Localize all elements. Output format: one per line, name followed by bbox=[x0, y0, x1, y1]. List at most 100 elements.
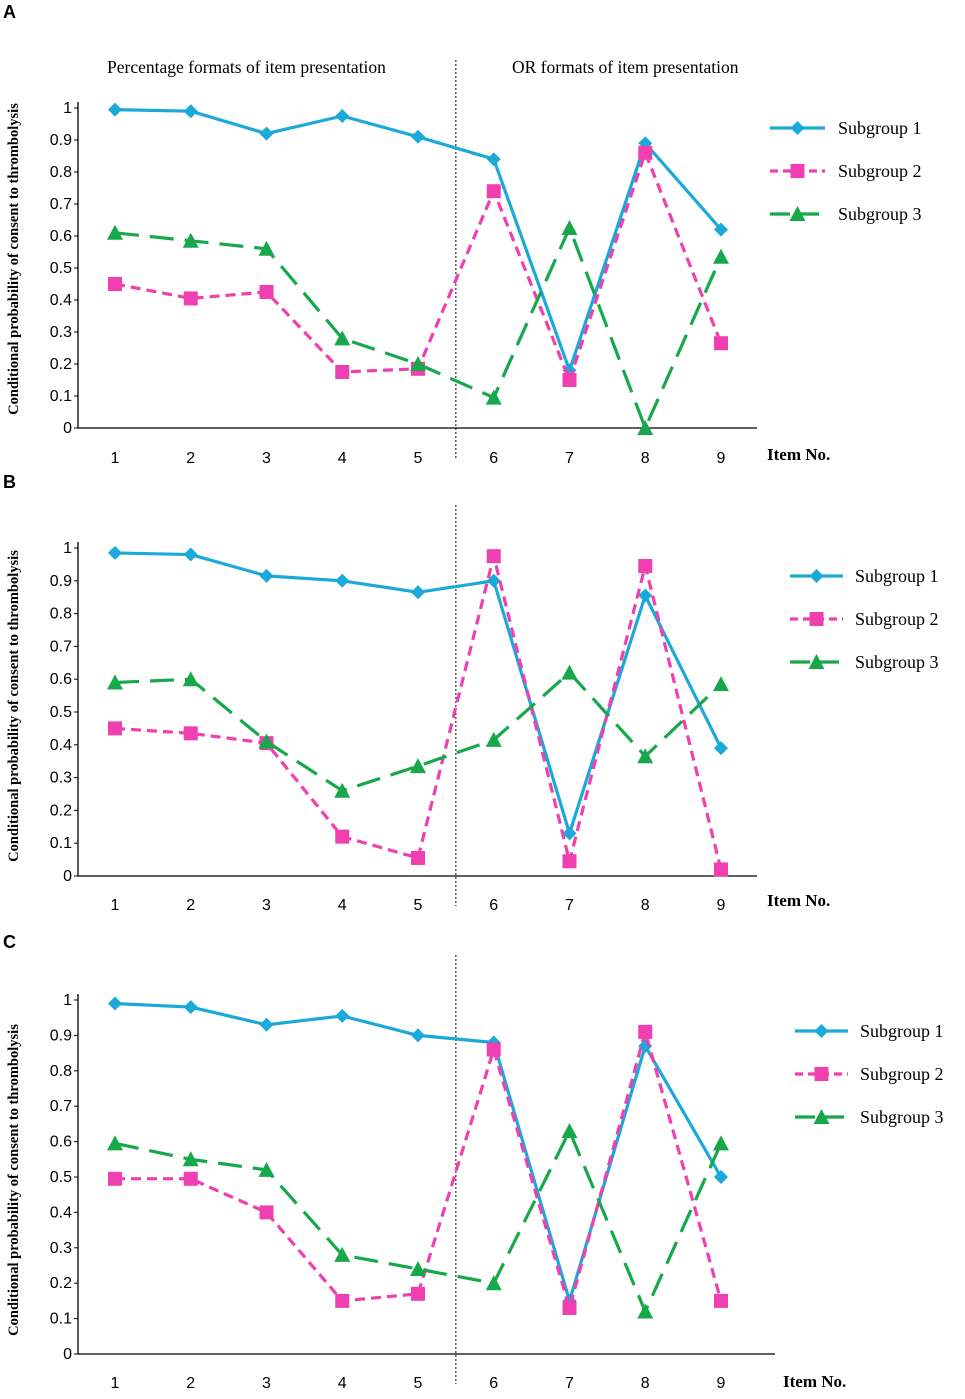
data-point bbox=[108, 545, 122, 560]
data-point bbox=[259, 1017, 274, 1032]
x-tick-label: 2 bbox=[186, 1375, 195, 1392]
x-tick-label: 7 bbox=[565, 897, 574, 914]
y-tick-label: 0.6 bbox=[50, 1134, 72, 1151]
data-point bbox=[714, 1293, 728, 1308]
legend-marker bbox=[813, 1109, 830, 1124]
y-tick-label: 0.1 bbox=[50, 835, 72, 852]
data-point bbox=[561, 1122, 578, 1138]
data-point bbox=[638, 1024, 653, 1039]
legend-item: Subgroup 3 bbox=[790, 652, 939, 672]
data-point bbox=[561, 664, 578, 680]
data-point bbox=[335, 829, 350, 844]
legend: Subgroup 1 Subgroup 2 Subgroup 3 bbox=[790, 566, 939, 672]
data-point bbox=[637, 748, 654, 764]
series-line bbox=[114, 554, 723, 870]
data-point bbox=[411, 585, 425, 600]
x-tick-label: 6 bbox=[489, 450, 498, 467]
y-tick-label: 0.4 bbox=[50, 1204, 72, 1221]
y-tick-label: 1 bbox=[63, 100, 72, 117]
legend-item: Subgroup 1 bbox=[770, 118, 922, 138]
series-subgroup-3 bbox=[107, 664, 729, 798]
data-point bbox=[638, 588, 653, 603]
data-point bbox=[183, 104, 198, 119]
legend-label: Subgroup 2 bbox=[860, 1064, 944, 1084]
data-point bbox=[259, 1205, 274, 1220]
data-point bbox=[485, 731, 502, 747]
data-point bbox=[183, 1171, 198, 1186]
x-tick-label: 2 bbox=[186, 450, 195, 467]
data-point bbox=[108, 721, 122, 736]
x-tick-label: 7 bbox=[565, 1375, 574, 1392]
y-tick-label: 0.1 bbox=[50, 388, 72, 405]
legend-item: Subgroup 2 bbox=[770, 161, 922, 181]
data-point bbox=[486, 549, 501, 564]
x-tick-label: 1 bbox=[111, 1375, 120, 1392]
data-point bbox=[411, 1286, 425, 1301]
legend-label: Subgroup 3 bbox=[860, 1107, 944, 1127]
legend-marker bbox=[809, 569, 824, 583]
y-tick-label: 0.4 bbox=[50, 292, 72, 309]
y-tick-label: 0.2 bbox=[50, 1275, 72, 1292]
data-point bbox=[714, 862, 728, 877]
x-tick-label: 4 bbox=[338, 1375, 347, 1392]
panel-label: A bbox=[3, 2, 16, 22]
data-point bbox=[334, 782, 351, 798]
y-tick-label: 0 bbox=[63, 868, 72, 885]
data-point bbox=[258, 1161, 275, 1177]
legend-item: Subgroup 2 bbox=[795, 1064, 944, 1084]
series-subgroup-2 bbox=[108, 549, 728, 877]
x-tick-label: 6 bbox=[489, 897, 498, 914]
panel-label: B bbox=[3, 472, 16, 492]
y-tick-label: 0 bbox=[63, 420, 72, 437]
x-tick-label: 4 bbox=[338, 897, 347, 914]
legend-marker bbox=[814, 1067, 829, 1081]
data-point bbox=[714, 741, 728, 756]
panel-a: A Conditional probability of consent to t… bbox=[3, 2, 922, 467]
y-tick-label: 0.6 bbox=[50, 671, 72, 688]
data-point bbox=[562, 1300, 577, 1315]
data-point bbox=[411, 850, 425, 865]
legend-marker bbox=[789, 206, 806, 221]
x-tick-label: 9 bbox=[717, 897, 726, 914]
y-tick-label: 0.9 bbox=[50, 132, 72, 149]
data-point bbox=[107, 1135, 123, 1151]
x-tick-label: 4 bbox=[338, 450, 347, 467]
series-line bbox=[114, 1129, 723, 1314]
data-point bbox=[182, 232, 199, 248]
legend-marker bbox=[808, 654, 825, 669]
series-line bbox=[115, 1030, 723, 1310]
data-point bbox=[486, 1042, 501, 1057]
panel-c: C Conditional probability of consent to t… bbox=[3, 932, 944, 1392]
data-point bbox=[411, 1028, 425, 1043]
data-point bbox=[486, 152, 501, 167]
data-point bbox=[334, 330, 351, 346]
y-tick-label: 0.1 bbox=[50, 1311, 72, 1328]
series-subgroup-1 bbox=[108, 545, 728, 841]
y-tick-label: 0.5 bbox=[50, 260, 72, 277]
data-point bbox=[562, 826, 577, 841]
data-point bbox=[108, 102, 122, 117]
data-point bbox=[108, 1171, 122, 1186]
legend-item: Subgroup 2 bbox=[790, 609, 939, 629]
data-point bbox=[183, 547, 198, 562]
legend-label: Subgroup 3 bbox=[838, 204, 922, 224]
y-tick-label: 0.8 bbox=[50, 606, 72, 623]
x-tick-label: 6 bbox=[489, 1375, 498, 1392]
series-subgroup-3 bbox=[107, 220, 729, 435]
series-subgroup-3 bbox=[107, 1122, 729, 1319]
x-tick-label: 8 bbox=[641, 1375, 650, 1392]
legend-label: Subgroup 2 bbox=[855, 609, 939, 629]
data-point bbox=[259, 285, 274, 299]
data-point bbox=[562, 373, 577, 387]
legend-item: Subgroup 1 bbox=[790, 566, 939, 586]
x-tick-label: 5 bbox=[414, 1375, 423, 1392]
data-point bbox=[107, 674, 123, 690]
y-tick-label: 0.7 bbox=[50, 1098, 72, 1115]
data-point bbox=[410, 356, 426, 371]
y-tick-label: 0.7 bbox=[50, 196, 72, 213]
x-axis-label: Item No. bbox=[767, 445, 830, 464]
data-point bbox=[335, 109, 350, 123]
y-tick-label: 0.4 bbox=[50, 737, 72, 754]
data-point bbox=[259, 126, 274, 141]
data-point bbox=[258, 240, 275, 256]
